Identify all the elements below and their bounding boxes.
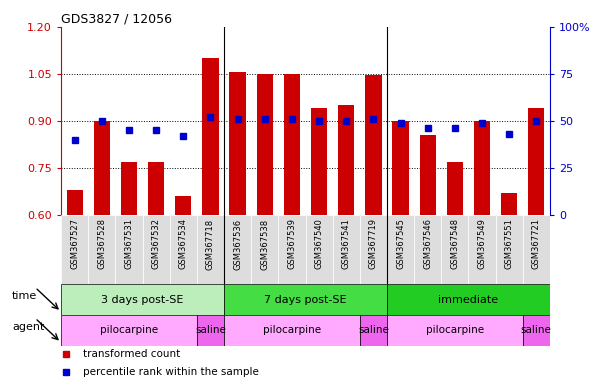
Bar: [88, 215, 115, 284]
Bar: [61, 284, 224, 315]
Bar: [279, 215, 306, 284]
Text: GDS3827 / 12056: GDS3827 / 12056: [61, 13, 172, 26]
Text: GSM367534: GSM367534: [179, 218, 188, 270]
Text: immediate: immediate: [438, 295, 499, 305]
Text: GSM367719: GSM367719: [369, 218, 378, 270]
Bar: [197, 315, 224, 346]
Bar: [392, 121, 409, 215]
Text: GSM367531: GSM367531: [125, 218, 133, 270]
Bar: [306, 215, 332, 284]
Bar: [414, 215, 441, 284]
Bar: [284, 74, 300, 215]
Text: saline: saline: [358, 325, 389, 335]
Bar: [67, 190, 83, 215]
Bar: [115, 215, 142, 284]
Text: GSM367718: GSM367718: [206, 218, 215, 270]
Bar: [197, 215, 224, 284]
Text: saline: saline: [195, 325, 226, 335]
Text: GSM367546: GSM367546: [423, 218, 432, 270]
Text: GSM367539: GSM367539: [287, 218, 296, 270]
Text: saline: saline: [521, 325, 552, 335]
Bar: [170, 215, 197, 284]
Text: pilocarpine: pilocarpine: [263, 325, 321, 335]
Bar: [61, 315, 197, 346]
Text: GSM367549: GSM367549: [478, 218, 486, 269]
Bar: [360, 215, 387, 284]
Bar: [93, 121, 110, 215]
Bar: [360, 315, 387, 346]
Bar: [523, 315, 550, 346]
Text: GSM367541: GSM367541: [342, 218, 351, 269]
Bar: [121, 162, 137, 215]
Text: GSM367548: GSM367548: [450, 218, 459, 270]
Bar: [501, 193, 518, 215]
Text: pilocarpine: pilocarpine: [100, 325, 158, 335]
Bar: [338, 105, 354, 215]
Bar: [447, 162, 463, 215]
Bar: [523, 215, 550, 284]
Bar: [311, 108, 327, 215]
Bar: [420, 135, 436, 215]
Bar: [224, 315, 360, 346]
Text: GSM367527: GSM367527: [70, 218, 79, 270]
Text: GSM367545: GSM367545: [396, 218, 405, 269]
Text: 3 days post-SE: 3 days post-SE: [101, 295, 184, 305]
Text: GSM367551: GSM367551: [505, 218, 514, 269]
Bar: [175, 196, 191, 215]
Bar: [387, 284, 550, 315]
Text: GSM367528: GSM367528: [97, 218, 106, 270]
Bar: [257, 74, 273, 215]
Text: GSM367721: GSM367721: [532, 218, 541, 270]
Text: GSM367532: GSM367532: [152, 218, 161, 270]
Bar: [528, 108, 544, 215]
Bar: [332, 215, 360, 284]
Bar: [469, 215, 496, 284]
Text: time: time: [12, 291, 37, 301]
Bar: [61, 215, 88, 284]
Text: GSM367538: GSM367538: [260, 218, 269, 270]
Bar: [441, 215, 469, 284]
Text: GSM367540: GSM367540: [315, 218, 324, 269]
Bar: [142, 215, 170, 284]
Bar: [496, 215, 523, 284]
Bar: [251, 215, 279, 284]
Bar: [387, 315, 523, 346]
Bar: [365, 75, 381, 215]
Bar: [230, 72, 246, 215]
Text: percentile rank within the sample: percentile rank within the sample: [83, 366, 259, 377]
Bar: [387, 215, 414, 284]
Bar: [224, 215, 251, 284]
Bar: [474, 121, 490, 215]
Bar: [202, 58, 219, 215]
Bar: [224, 284, 387, 315]
Text: agent: agent: [12, 322, 45, 332]
Text: pilocarpine: pilocarpine: [426, 325, 484, 335]
Text: 7 days post-SE: 7 days post-SE: [264, 295, 347, 305]
Text: GSM367536: GSM367536: [233, 218, 242, 270]
Bar: [148, 162, 164, 215]
Text: transformed count: transformed count: [83, 349, 180, 359]
